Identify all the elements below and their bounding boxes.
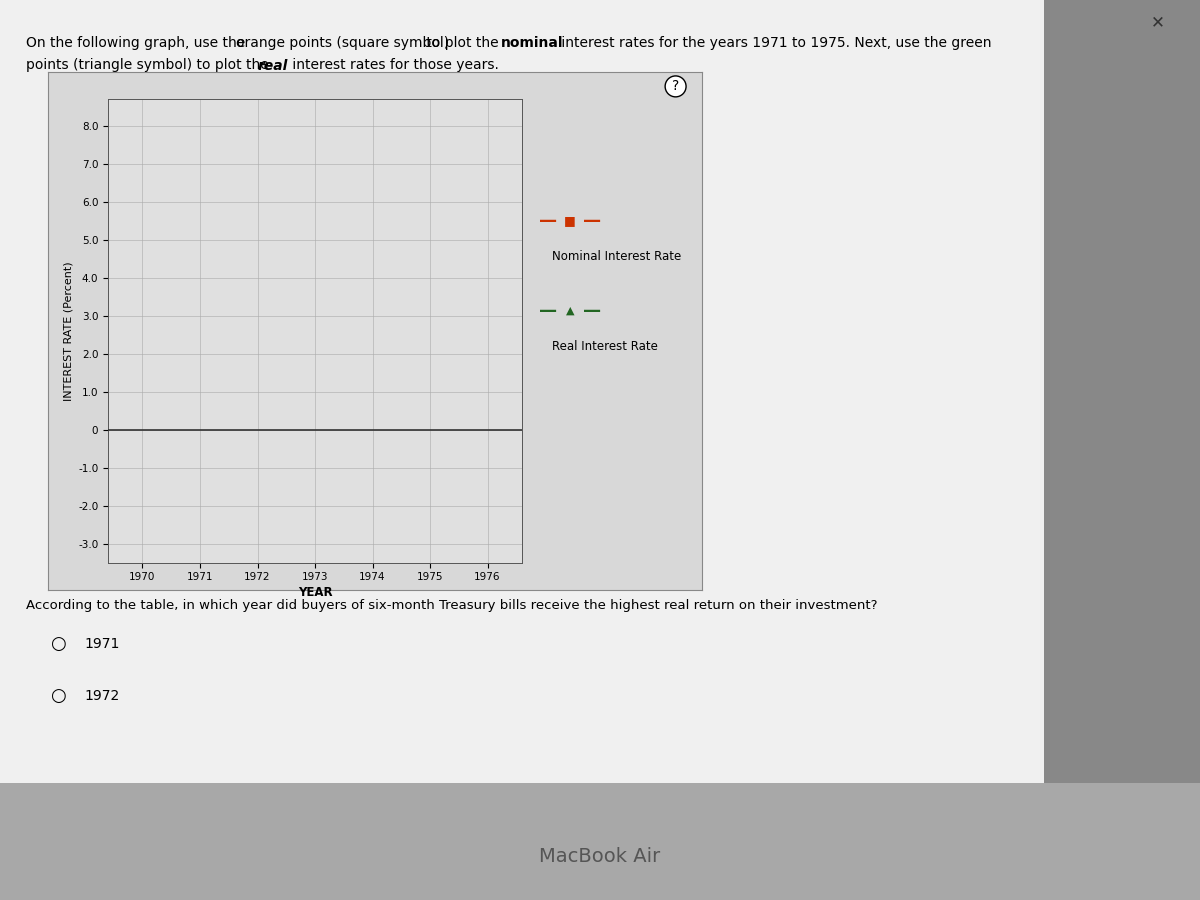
Text: Real Interest Rate: Real Interest Rate bbox=[552, 340, 658, 353]
X-axis label: YEAR: YEAR bbox=[298, 587, 332, 599]
Text: nominal: nominal bbox=[500, 36, 563, 50]
Y-axis label: INTEREST RATE (Percent): INTEREST RATE (Percent) bbox=[64, 261, 74, 400]
Text: interest rates for the years 1971 to 1975. Next, use the green: interest rates for the years 1971 to 197… bbox=[557, 36, 991, 50]
Text: real: real bbox=[258, 58, 288, 73]
Text: Nominal Interest Rate: Nominal Interest Rate bbox=[552, 250, 682, 263]
Text: —: — bbox=[582, 212, 601, 230]
Text: ○: ○ bbox=[50, 687, 66, 705]
Text: to plot the: to plot the bbox=[422, 36, 504, 50]
Text: 1972: 1972 bbox=[84, 688, 119, 703]
Text: ?: ? bbox=[672, 79, 679, 94]
Text: ▲: ▲ bbox=[565, 305, 575, 316]
Text: —: — bbox=[539, 302, 558, 319]
Text: MacBook Air: MacBook Air bbox=[539, 847, 661, 867]
Text: points (triangle symbol) to plot the: points (triangle symbol) to plot the bbox=[26, 58, 274, 73]
Text: According to the table, in which year did buyers of six-month Treasury bills rec: According to the table, in which year di… bbox=[26, 598, 878, 611]
Text: ○: ○ bbox=[50, 634, 66, 652]
Text: orange points (square symbol): orange points (square symbol) bbox=[236, 36, 450, 50]
Text: 1971: 1971 bbox=[84, 636, 119, 651]
Text: ■: ■ bbox=[564, 214, 576, 227]
Text: ✕: ✕ bbox=[1151, 14, 1165, 32]
Text: —: — bbox=[539, 212, 558, 230]
Text: interest rates for those years.: interest rates for those years. bbox=[288, 58, 499, 73]
Text: On the following graph, use the: On the following graph, use the bbox=[26, 36, 250, 50]
Text: —: — bbox=[582, 302, 601, 319]
